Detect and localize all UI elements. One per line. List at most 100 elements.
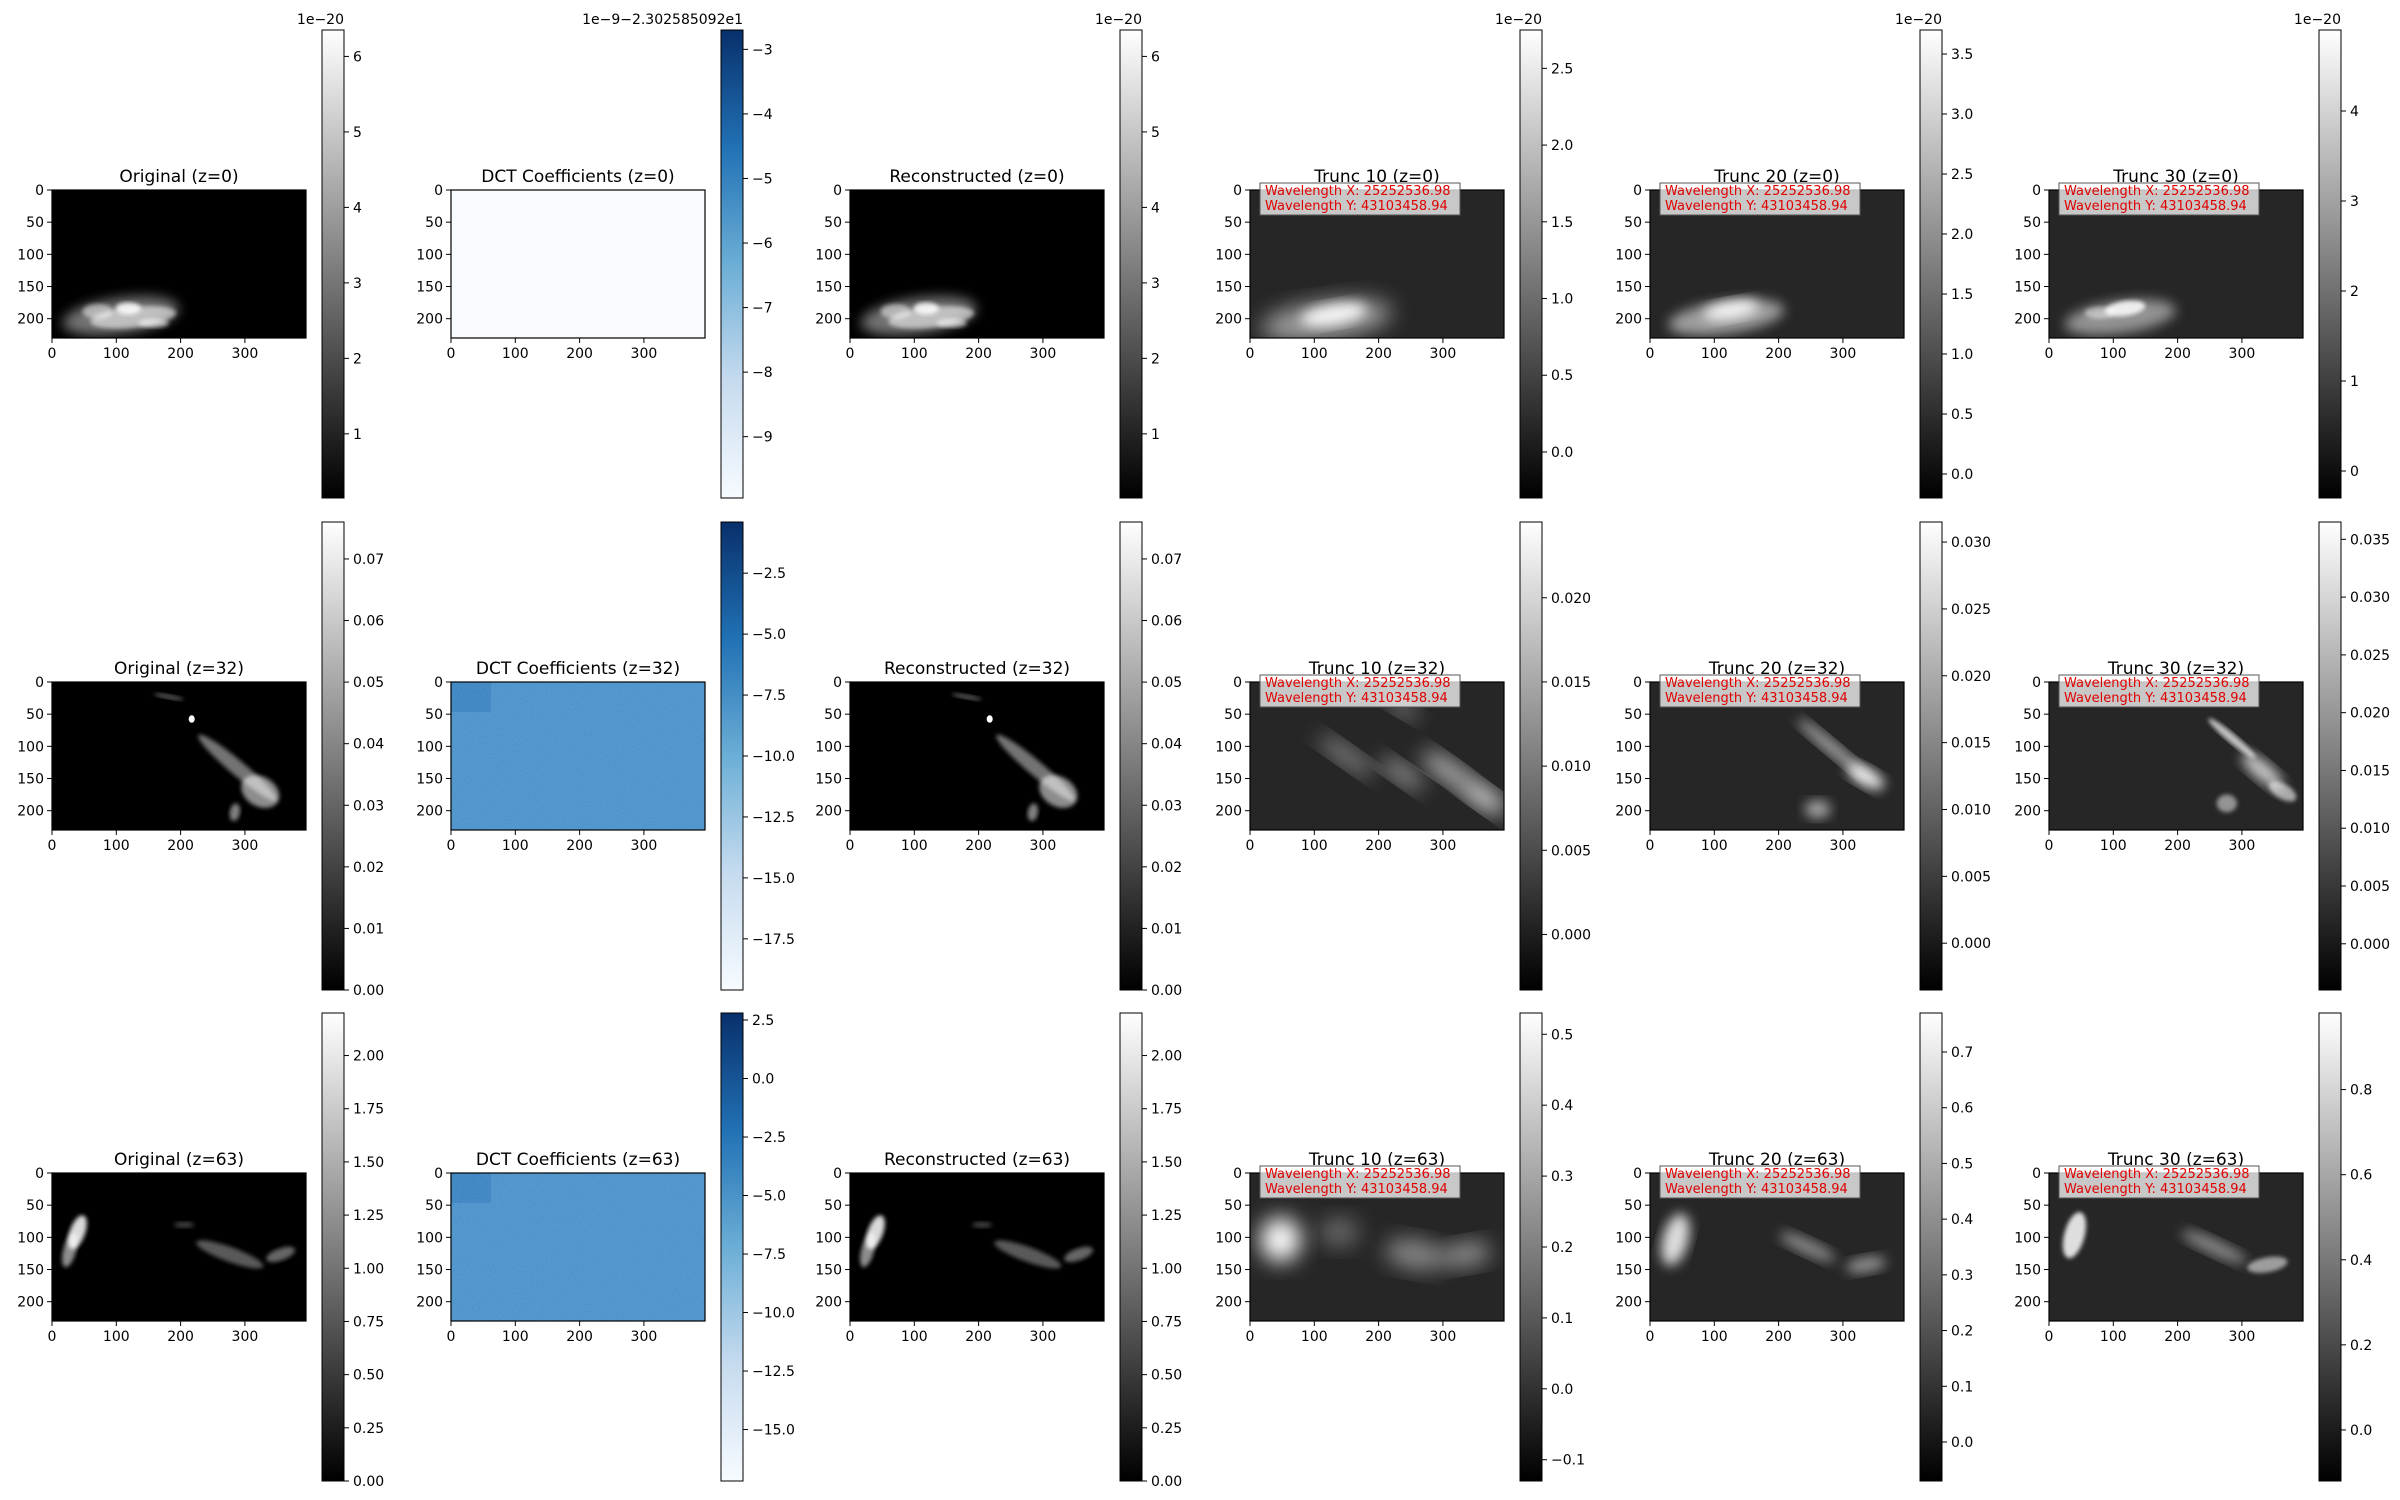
colorbar-offset-label: 1e−20 [1095, 12, 1142, 28]
colorbar-tick-label: 0.03 [1151, 798, 1182, 814]
colorbar-tick-label: 5 [353, 125, 362, 141]
annotation-box [1259, 1165, 1461, 1199]
x-tick-label: 300 [1830, 838, 1857, 854]
y-tick-label: 0 [35, 1166, 44, 1182]
colorbar-tick-label: −5.0 [752, 1189, 786, 1205]
colorbar-tick-label: 1.0 [1551, 292, 1573, 308]
colorbar-tick-label: −5.0 [752, 627, 786, 643]
panel-title: Reconstructed (z=0) [889, 167, 1064, 187]
colorbar-tick-label: 0.00 [353, 983, 384, 999]
colorbar: 0.0 0.2 0.4 0.6 0.8 [2318, 1012, 2372, 1482]
colorbar-tick-label: 0.3 [1551, 1169, 1573, 1185]
colorbar-tick-label: 2 [1151, 351, 1160, 367]
y-tick-label: 150 [815, 280, 842, 296]
colorbar-tick-label: 2.5 [752, 1013, 774, 1029]
x-tick-label: 100 [1701, 346, 1728, 362]
colorbar-tick-label: 0.2 [1551, 1240, 1573, 1256]
panel-title: Original (z=63) [114, 1150, 244, 1170]
wavelength-annotation: Wavelength Y: 43103458.94 [1665, 1182, 1848, 1197]
colorbar-tick-label: 0.00 [353, 1474, 384, 1490]
image-content [451, 190, 705, 338]
y-tick-label: 100 [416, 739, 443, 755]
panel-title: Trunc 20 (z=63) [1708, 1150, 1845, 1170]
x-tick-label: 300 [631, 1329, 658, 1345]
annotation-box [1659, 182, 1861, 216]
colorbar-tick-label: 0.7 [1951, 1045, 1973, 1061]
colorbar-gradient [1519, 521, 1543, 991]
colorbar-tick-label: 4 [2350, 104, 2359, 120]
y-tick-label: 50 [1224, 215, 1242, 231]
colorbar-tick-label: 0.005 [1951, 869, 1991, 885]
panel-title: Original (z=0) [119, 167, 238, 187]
y-tick-label: 150 [815, 772, 842, 788]
colorbar-tick-label: 0.010 [1951, 802, 1991, 818]
y-tick-label: 200 [416, 1295, 443, 1311]
y-tick-label: 0 [1233, 183, 1242, 199]
y-tick-label: 50 [1624, 707, 1642, 723]
y-tick-label: 200 [815, 312, 842, 328]
axes-frame [450, 189, 706, 339]
colorbar-tick-label: 1.00 [353, 1261, 384, 1277]
x-tick-label: 100 [502, 346, 529, 362]
y-tick-label: 150 [416, 772, 443, 788]
y-tick-label: 0 [1233, 675, 1242, 691]
x-tick-label: 300 [1430, 346, 1457, 362]
x-tick-label: 0 [48, 346, 57, 362]
x-tick-label: 200 [1365, 1329, 1392, 1345]
panel-title: Original (z=32) [114, 659, 244, 679]
colorbar: 0 1 2 3 4 1e−20 [2294, 12, 2359, 499]
colorbar-tick-label: 0.4 [2350, 1253, 2372, 1269]
colorbar-tick-label: 0.0 [1551, 445, 1573, 461]
colorbar-tick-label: 0.01 [1151, 921, 1182, 937]
colorbar-tick-label: 0.06 [1151, 614, 1182, 630]
x-tick-label: 100 [1701, 1329, 1728, 1345]
colorbar-tick-label: 0.015 [2350, 763, 2390, 779]
colorbar-tick-label: 0.3 [1951, 1268, 1973, 1284]
colorbar-tick-label: 0.035 [2350, 532, 2390, 548]
colorbar-tick-label: 2 [2350, 284, 2359, 300]
colorbar-gradient [1919, 29, 1943, 499]
image-content [52, 190, 306, 338]
x-tick-label: 200 [167, 838, 194, 854]
y-tick-label: 50 [1224, 707, 1242, 723]
colorbar-offset-label: 1e−20 [1895, 12, 1942, 28]
colorbar-tick-label: 0.00 [1151, 983, 1182, 999]
y-tick-label: 50 [425, 707, 443, 723]
y-tick-label: 150 [1215, 280, 1242, 296]
colorbar-tick-label: −10.0 [752, 1306, 795, 1322]
colorbar-tick-label: −8 [752, 365, 773, 381]
image-content [850, 682, 1104, 830]
colorbar-tick-label: 0.015 [1551, 675, 1591, 691]
subplot-2-1: Original (z=32) 0 100 200 300 0 50 100 150 200 0.0… [17, 521, 384, 999]
axes-frame [51, 189, 307, 339]
colorbar-tick-label: −12.5 [752, 1364, 795, 1380]
panel-title: Trunc 10 (z=63) [1308, 1150, 1445, 1170]
x-tick-label: 0 [48, 838, 57, 854]
colorbar-tick-label: 0.1 [1551, 1311, 1573, 1327]
colorbar-tick-label: 0.25 [353, 1421, 384, 1437]
y-tick-label: 150 [1215, 772, 1242, 788]
panel-title: Trunc 10 (z=32) [1308, 659, 1445, 679]
colorbar-tick-label: 1.0 [1951, 347, 1973, 363]
y-tick-label: 200 [1615, 1295, 1642, 1311]
x-tick-label: 0 [846, 1329, 855, 1345]
colorbar-tick-label: 6 [1151, 49, 1160, 65]
y-tick-label: 200 [1615, 804, 1642, 820]
colorbar-tick-label: −2.5 [752, 566, 786, 582]
colorbar-gradient [1119, 29, 1143, 499]
x-tick-label: 100 [103, 1329, 130, 1345]
x-tick-label: 100 [1301, 346, 1328, 362]
y-tick-label: 50 [26, 215, 44, 231]
wavelength-annotation: Wavelength X: 25252536.98 [2064, 1167, 2250, 1182]
colorbar: 1 2 3 4 5 6 1e−20 [297, 12, 362, 499]
y-tick-label: 200 [815, 804, 842, 820]
wavelength-annotation: Wavelength Y: 43103458.94 [1665, 691, 1848, 706]
colorbar-tick-label: 1 [353, 427, 362, 443]
subplot-1-3: Reconstructed (z=0) 0 100 200 300 0 50 100 150 20… [815, 12, 1160, 499]
y-tick-label: 100 [416, 1230, 443, 1246]
colorbar: −0.1 0.0 0.1 0.2 0.3 0.4 0.5 [1519, 1012, 1585, 1482]
y-tick-label: 150 [416, 280, 443, 296]
wavelength-annotation: Wavelength X: 25252536.98 [2064, 184, 2250, 199]
y-tick-label: 100 [2014, 247, 2041, 263]
x-tick-label: 200 [566, 346, 593, 362]
